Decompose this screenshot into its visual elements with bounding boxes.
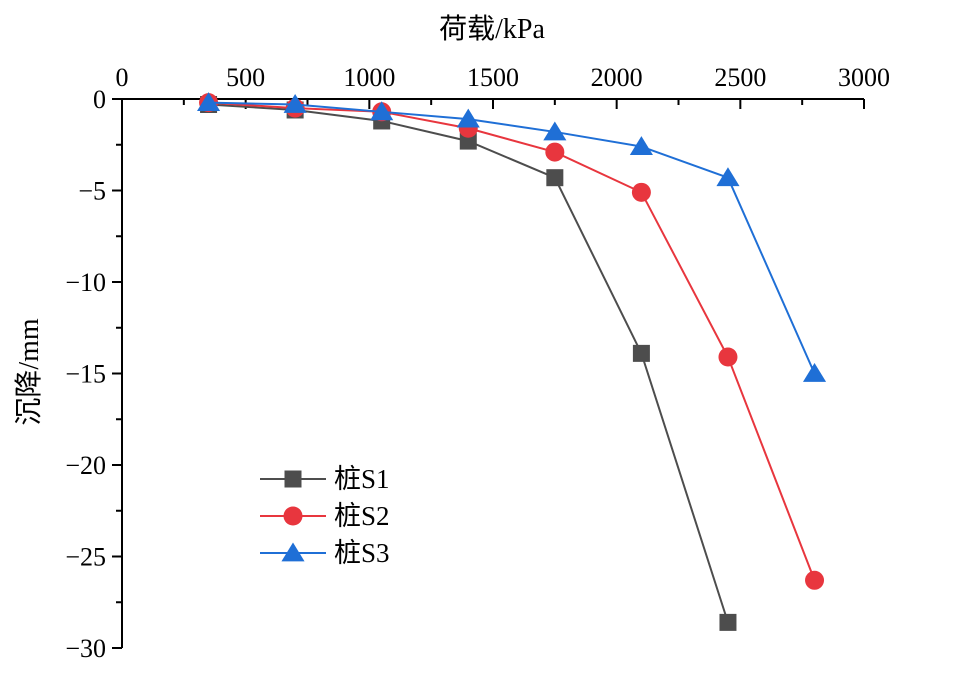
legend-label: 桩S2 [334,501,390,531]
data-point [805,570,825,590]
legend: 桩S1 桩S2 桩S3 [260,464,390,568]
y-tick-label: −10 [65,268,106,297]
data-point [716,167,740,187]
y-tick-label: 0 [93,85,106,114]
x-axis-title: 荷载/kPa [439,13,545,45]
x-tick-label: 1000 [343,63,395,92]
series-3 [197,92,827,382]
data-point [632,344,650,362]
data-point [802,363,827,382]
data-point [629,136,653,155]
series-line [208,103,729,623]
data-point [546,169,564,187]
series-line [208,101,816,581]
data-point [370,101,394,121]
data-point [283,93,307,113]
y-tick-label: −5 [78,177,106,206]
legend-marker [284,470,302,488]
data-point [543,121,567,141]
legend-label: 桩S1 [334,464,390,494]
legend-item: 桩S3 [260,538,390,568]
x-tick-label: 0 [116,63,129,92]
series-group [197,92,827,631]
data-point [631,182,651,202]
y-axis-title: 沉降/mm [13,318,45,426]
y-tick-label: −15 [65,360,106,389]
x-tick-label: 2000 [591,63,643,92]
data-point [719,613,737,631]
data-point [456,108,480,128]
series-line [208,101,816,374]
legend-item: 桩S1 [260,464,390,494]
y-tick-label: −20 [65,451,106,480]
x-tick-label: 2500 [714,63,766,92]
data-point [197,92,221,112]
x-tick-label: 3000 [838,63,890,92]
legend-label: 桩S3 [334,538,390,568]
data-point [459,132,477,150]
x-tick-label: 500 [226,63,265,92]
legend-marker [281,542,305,562]
series-1 [200,95,737,631]
axes: 0 500 1000 1500 2000 2500 3000 0 −5 −10 −15 −20 −25 −… [65,63,890,663]
legend-item: 桩S2 [260,501,390,531]
y-tick-label: −30 [65,634,106,663]
legend-marker [283,506,303,526]
data-point [545,142,565,162]
x-tick-label: 1500 [467,63,519,92]
y-tick-label: −25 [65,543,106,572]
data-point [718,347,738,367]
